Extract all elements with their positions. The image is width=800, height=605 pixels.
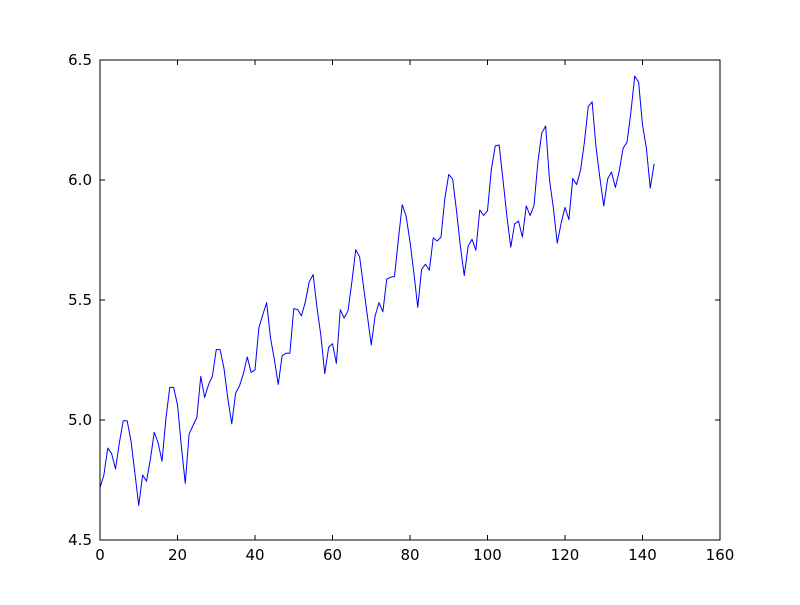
x-tick-label: 100 [473, 546, 502, 564]
x-tick-label: 120 [551, 546, 580, 564]
x-tick-label: 60 [323, 546, 342, 564]
y-tick-label: 6.0 [68, 171, 92, 189]
series-line-1 [99, 75, 655, 506]
y-tick-label: 4.5 [68, 531, 92, 549]
y-tick-label: 5.0 [68, 411, 92, 429]
x-tick-label: 20 [168, 546, 187, 564]
y-tick-label: 6.5 [68, 51, 92, 69]
x-tick-label: 80 [400, 546, 419, 564]
x-tick-label: 140 [628, 546, 657, 564]
x-tick-label: 0 [95, 546, 105, 564]
x-tick-label: 40 [245, 546, 264, 564]
series-layer [99, 75, 655, 506]
x-tick-label: 160 [706, 546, 735, 564]
plot-area [100, 60, 720, 540]
ticks-layer: 0 20 40 60 80 100 120 140 160 4.5 5.0 5.5 6.0 6.5 [68, 51, 734, 564]
y-tick-label: 5.5 [68, 291, 92, 309]
